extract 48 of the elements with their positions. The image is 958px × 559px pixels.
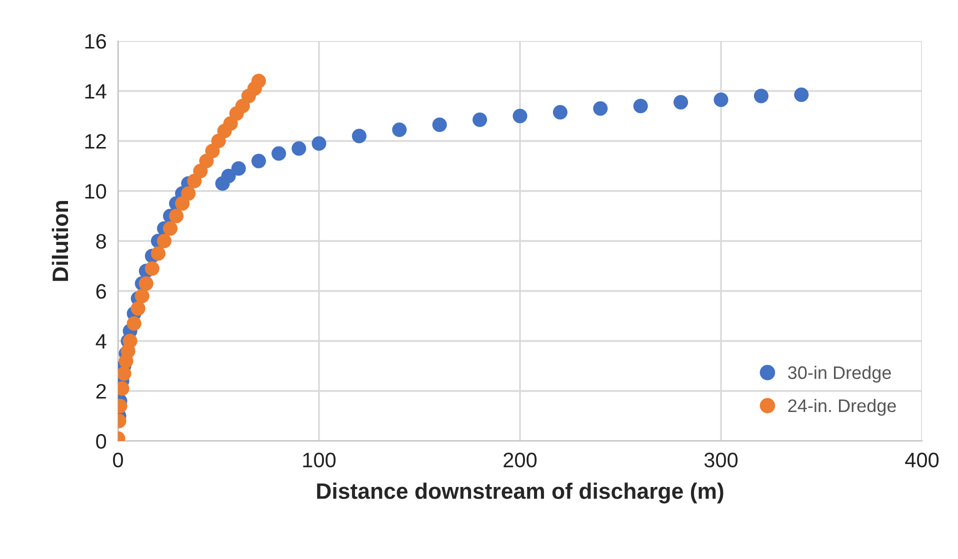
x-tick-label: 100 bbox=[303, 452, 336, 468]
point bbox=[156, 234, 172, 248]
point bbox=[134, 288, 150, 304]
point bbox=[593, 101, 608, 116]
point bbox=[144, 261, 160, 276]
y-axis-title: Dilution bbox=[52, 201, 68, 281]
legend-label: 30-in Dredge bbox=[788, 366, 891, 383]
point bbox=[472, 112, 488, 128]
point bbox=[162, 221, 178, 236]
point bbox=[674, 94, 688, 110]
point bbox=[181, 186, 196, 201]
x-tick-label: 400 bbox=[905, 452, 939, 468]
point bbox=[251, 154, 266, 168]
y-tick-label: 14 bbox=[85, 84, 106, 99]
point bbox=[138, 276, 154, 291]
x-tick-label: 0 bbox=[113, 452, 123, 468]
point bbox=[231, 161, 246, 176]
point bbox=[312, 136, 326, 151]
point bbox=[794, 87, 809, 102]
point bbox=[552, 104, 568, 120]
y-tick-label: 0 bbox=[96, 434, 106, 449]
point bbox=[118, 366, 132, 381]
x-axis-title: Distance downstream of discharge (m) bbox=[317, 482, 724, 504]
y-tick-label: 4 bbox=[96, 334, 106, 349]
y-tick-label: 16 bbox=[85, 34, 106, 49]
point bbox=[169, 208, 184, 224]
y-tick-label: 8 bbox=[96, 234, 106, 249]
point bbox=[512, 108, 528, 124]
legend-label: 24-in. Dredge bbox=[788, 398, 896, 416]
y-tick-label: 12 bbox=[85, 134, 106, 149]
point bbox=[150, 246, 166, 261]
y-tick-label: 10 bbox=[85, 184, 106, 199]
point bbox=[714, 92, 728, 108]
point bbox=[292, 141, 306, 156]
x-tick-label: 200 bbox=[504, 452, 537, 468]
point bbox=[633, 98, 648, 114]
x-tick-label: 300 bbox=[704, 452, 738, 468]
y-tick-label: 2 bbox=[96, 384, 106, 399]
point bbox=[251, 74, 266, 88]
point bbox=[126, 316, 142, 331]
point bbox=[130, 301, 146, 316]
point bbox=[432, 117, 447, 132]
point bbox=[392, 122, 407, 138]
y-tick-label: 6 bbox=[96, 284, 106, 299]
point bbox=[272, 146, 286, 161]
point bbox=[352, 128, 366, 144]
point bbox=[221, 168, 236, 184]
point bbox=[754, 88, 768, 104]
